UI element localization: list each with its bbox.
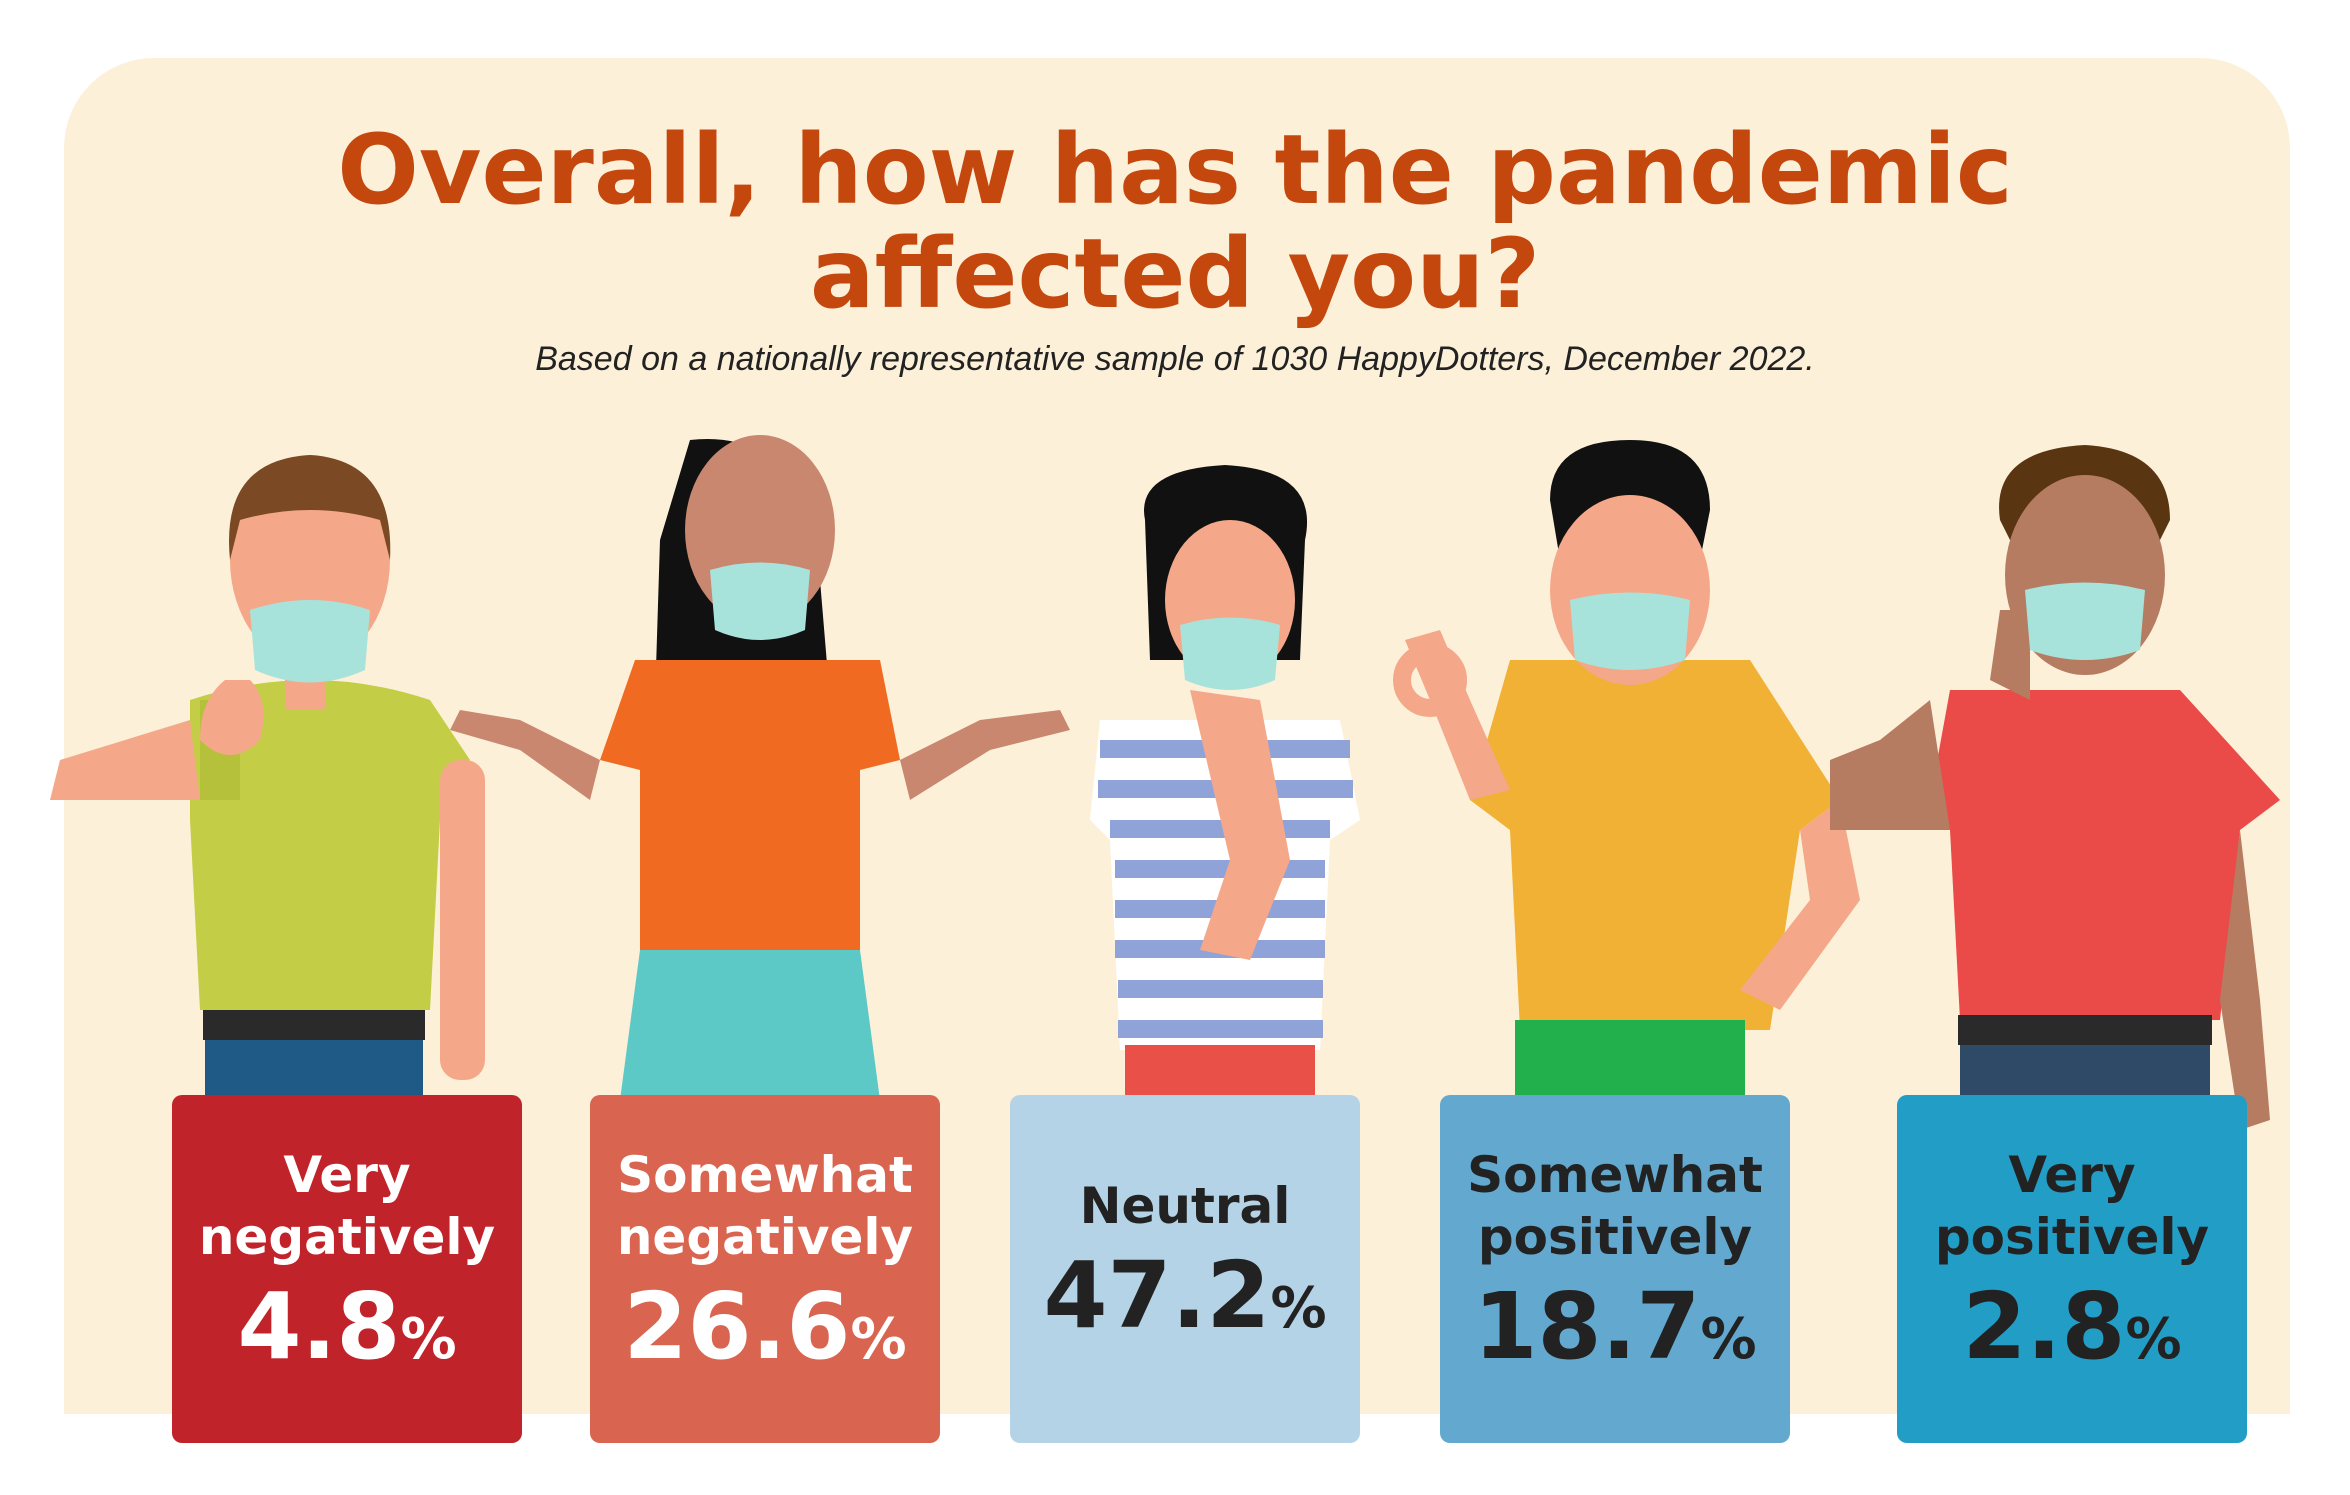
card-number: 26.6 bbox=[623, 1272, 851, 1380]
card-unit: % bbox=[1270, 1275, 1327, 1341]
person-very-negative-figure bbox=[50, 455, 485, 1105]
card-label: Very negatively bbox=[198, 1145, 496, 1266]
card-number: 4.8 bbox=[237, 1272, 401, 1380]
card-label: Very positively bbox=[1934, 1145, 2210, 1266]
person-somewhat-positive-figure bbox=[1393, 440, 1860, 1105]
card-very-positively: Very positively 2.8% bbox=[1897, 1095, 2247, 1443]
card-value: 2.8% bbox=[1962, 1272, 2181, 1395]
title-line-1: Overall, how has the pandemic bbox=[337, 114, 2013, 226]
title-line-2: affected you? bbox=[809, 218, 1541, 330]
card-label: Neutral bbox=[1079, 1176, 1291, 1235]
person-very-positive-figure bbox=[1830, 445, 2280, 1130]
card-very-negatively: Very negatively 4.8% bbox=[172, 1095, 522, 1443]
card-label: Somewhat negatively bbox=[616, 1145, 914, 1266]
card-unit: % bbox=[2125, 1306, 2182, 1372]
card-value: 26.6% bbox=[623, 1272, 906, 1395]
chart-subtitle: Based on a nationally representative sam… bbox=[535, 340, 1815, 378]
card-label: Somewhat positively bbox=[1467, 1145, 1763, 1266]
card-somewhat-negatively: Somewhat negatively 26.6% bbox=[590, 1095, 940, 1443]
card-unit: % bbox=[850, 1306, 907, 1372]
card-value: 47.2% bbox=[1043, 1241, 1326, 1364]
chart-title: Overall, how has the pandemic affected yo… bbox=[0, 118, 2350, 326]
card-neutral: Neutral 47.2% bbox=[1010, 1095, 1360, 1443]
person-somewhat-negative-figure bbox=[450, 435, 1070, 1100]
card-unit: % bbox=[400, 1306, 457, 1372]
card-number: 2.8 bbox=[1962, 1272, 2126, 1380]
card-number: 18.7 bbox=[1473, 1272, 1701, 1380]
card-value: 18.7% bbox=[1473, 1272, 1756, 1395]
card-unit: % bbox=[1700, 1306, 1757, 1372]
card-value: 4.8% bbox=[237, 1272, 456, 1395]
person-neutral-figure bbox=[1090, 465, 1360, 1105]
card-somewhat-positively: Somewhat positively 18.7% bbox=[1440, 1095, 1790, 1443]
card-number: 47.2 bbox=[1043, 1241, 1271, 1349]
